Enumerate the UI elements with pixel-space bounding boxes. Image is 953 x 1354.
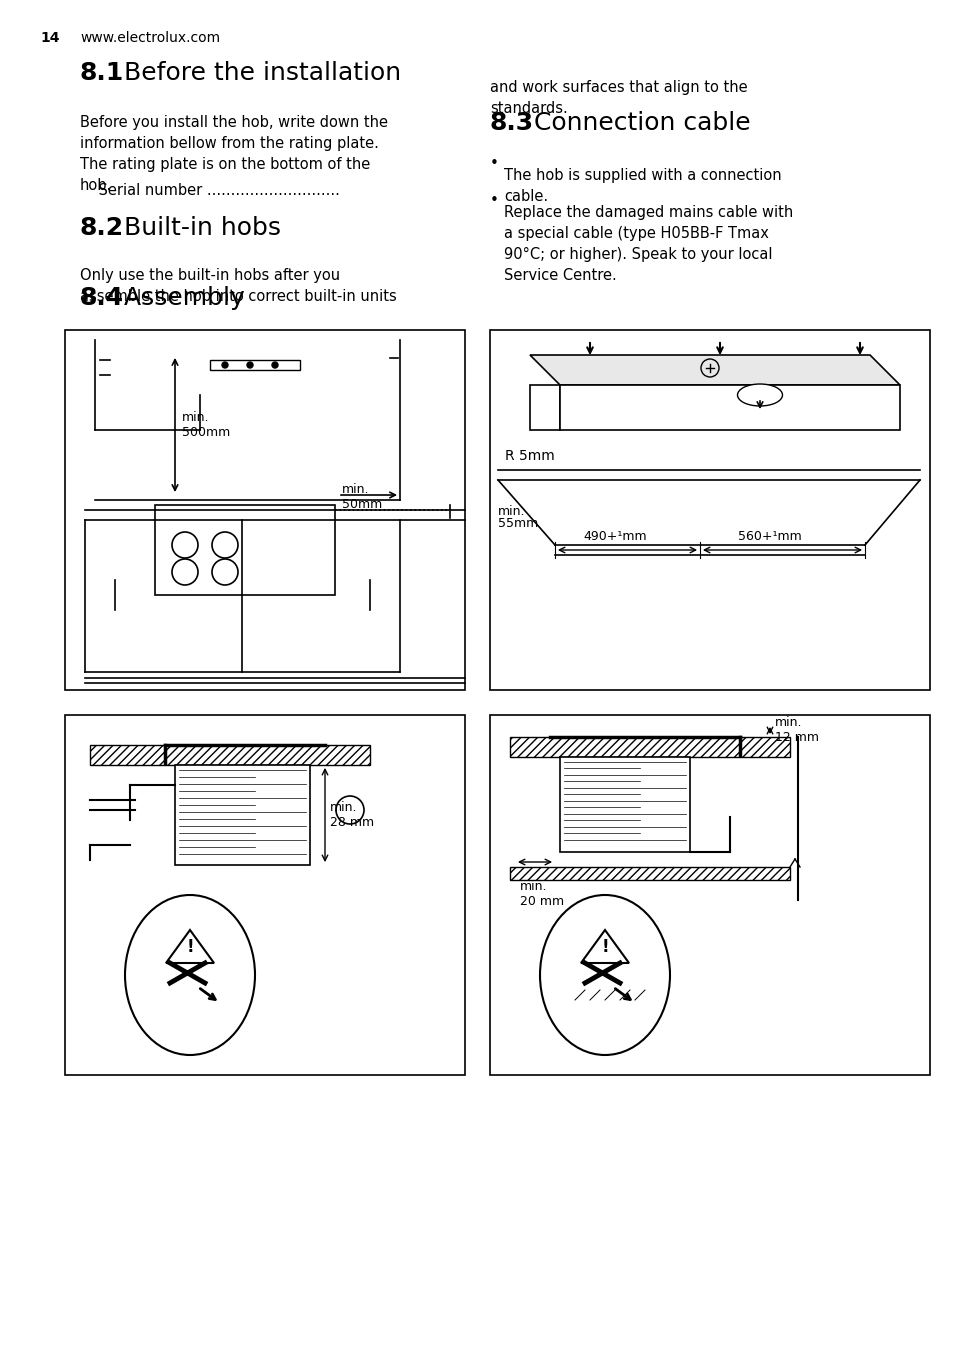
Text: Assembly: Assembly xyxy=(116,286,245,310)
Text: 8.4: 8.4 xyxy=(80,286,124,310)
Text: 55mm: 55mm xyxy=(497,517,537,529)
Polygon shape xyxy=(530,385,559,431)
Text: 560+¹mm: 560+¹mm xyxy=(738,529,801,543)
Text: Before you install the hob, write down the
information bellow from the rating pl: Before you install the hob, write down t… xyxy=(80,115,388,194)
Text: Connection cable: Connection cable xyxy=(525,111,750,135)
Polygon shape xyxy=(166,930,213,963)
Bar xyxy=(490,330,929,691)
Bar xyxy=(510,737,789,757)
Bar xyxy=(510,867,789,880)
Text: R 5mm: R 5mm xyxy=(504,450,554,463)
Ellipse shape xyxy=(737,385,781,406)
Circle shape xyxy=(222,362,228,368)
Text: Before the installation: Before the installation xyxy=(116,61,400,85)
Text: and work surfaces that align to the
standards.: and work surfaces that align to the stan… xyxy=(490,80,747,116)
Bar xyxy=(65,330,464,691)
Text: 8.2: 8.2 xyxy=(80,217,124,240)
Bar xyxy=(490,715,929,1075)
Ellipse shape xyxy=(125,895,254,1055)
Ellipse shape xyxy=(539,895,669,1055)
Text: min.: min. xyxy=(497,505,525,519)
Circle shape xyxy=(272,362,277,368)
Text: •: • xyxy=(490,194,498,209)
Text: Replace the damaged mains cable with
a special cable (type H05BB-F Tmax
90°C; or: Replace the damaged mains cable with a s… xyxy=(503,204,792,283)
Text: Only use the built-in hobs after you
assemble the hob into correct built-in unit: Only use the built-in hobs after you ass… xyxy=(80,268,396,305)
Circle shape xyxy=(247,362,253,368)
Bar xyxy=(559,757,689,852)
Bar xyxy=(174,765,310,865)
Text: min.
12 mm: min. 12 mm xyxy=(774,716,818,743)
Text: Serial number ............................: Serial number ..........................… xyxy=(80,183,339,198)
Polygon shape xyxy=(559,385,899,431)
Text: 8.3: 8.3 xyxy=(490,111,534,135)
Polygon shape xyxy=(530,355,899,385)
Text: www.electrolux.com: www.electrolux.com xyxy=(80,31,220,45)
Bar xyxy=(154,505,335,594)
Text: 14: 14 xyxy=(40,31,59,45)
Bar xyxy=(210,360,299,370)
Text: 8.1: 8.1 xyxy=(80,61,124,85)
Bar xyxy=(90,745,370,765)
Text: min.
20 mm: min. 20 mm xyxy=(519,880,563,909)
Text: 490+¹mm: 490+¹mm xyxy=(582,529,646,543)
Text: min.
500mm: min. 500mm xyxy=(182,412,230,439)
Bar xyxy=(65,715,464,1075)
Text: The hob is supplied with a connection
cable.: The hob is supplied with a connection ca… xyxy=(503,168,781,204)
Text: min.
50mm: min. 50mm xyxy=(341,483,382,510)
Text: !: ! xyxy=(600,938,608,956)
Text: Built-in hobs: Built-in hobs xyxy=(116,217,281,240)
Text: •: • xyxy=(490,156,498,171)
Text: !: ! xyxy=(186,938,193,956)
Text: min.
28 mm: min. 28 mm xyxy=(330,802,374,829)
Polygon shape xyxy=(580,930,628,963)
